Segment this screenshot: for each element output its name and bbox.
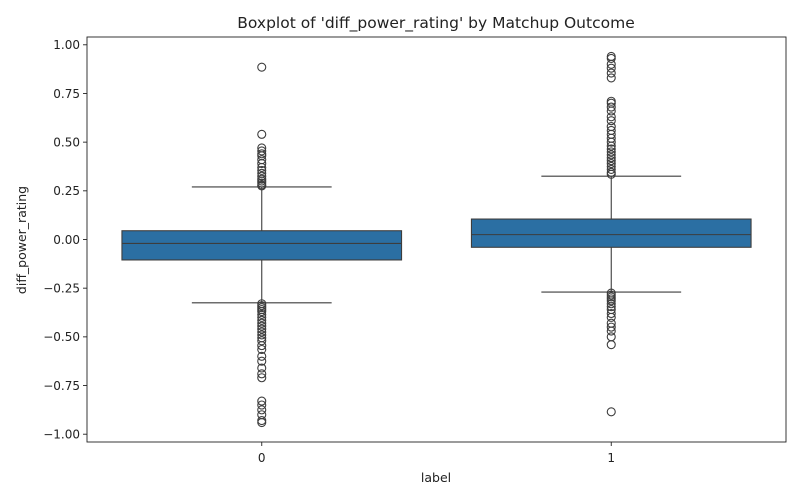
x-tick-label: 0 <box>258 451 266 465</box>
outlier-point <box>257 165 267 175</box>
outlier-point <box>606 116 616 126</box>
outlier-point <box>606 137 616 147</box>
outlier-point <box>257 181 267 191</box>
iqr-box-1 <box>470 218 752 248</box>
outlier-point <box>606 296 616 306</box>
outlier-point <box>257 312 267 322</box>
outlier-point <box>606 106 616 116</box>
iqr-box-0 <box>121 230 403 261</box>
outlier-point <box>257 327 267 337</box>
outlier-point <box>606 322 616 332</box>
outlier-point <box>257 363 267 373</box>
outlier-point <box>606 59 616 69</box>
outlier-point <box>606 332 616 342</box>
outlier-point <box>257 159 267 169</box>
outlier-point <box>606 308 616 319</box>
outlier-point <box>257 373 267 383</box>
outlier-point <box>606 312 616 322</box>
y-tick-label: −1.00 <box>43 428 80 442</box>
outlier-point <box>257 315 267 325</box>
outlier-point <box>257 321 267 331</box>
outlier-point <box>257 400 267 410</box>
outlier-point <box>606 147 616 157</box>
outlier-point <box>606 51 616 62</box>
y-tick-label: 0.75 <box>53 87 80 101</box>
outlier-point <box>257 405 267 415</box>
outlier-point <box>606 164 616 174</box>
outlier-point <box>606 302 616 312</box>
outlier-point <box>257 309 267 320</box>
outlier-point <box>257 171 267 181</box>
outlier-point <box>257 351 267 361</box>
outlier-point <box>257 330 267 340</box>
chart-title: Boxplot of 'diff_power_rating' by Matchu… <box>237 14 634 33</box>
outlier-point <box>257 336 267 346</box>
outlier-point <box>257 344 267 355</box>
outlier-point <box>606 112 616 122</box>
y-axis-label: diff_power_rating <box>14 186 29 294</box>
outlier-point <box>606 53 616 63</box>
y-tick-label: 0.00 <box>53 233 80 247</box>
outlier-point <box>606 156 616 166</box>
outlier-point <box>606 159 616 169</box>
y-tick-label: 0.25 <box>53 184 80 198</box>
outlier-point <box>606 340 616 350</box>
plot-area: 1.00 0.75 0.50 0.25 0.00 −0.25 −0.50 −0.75 −1.00… <box>43 36 787 465</box>
outlier-point <box>257 318 267 328</box>
axes-frame <box>86 36 787 443</box>
x-tick-label: 1 <box>607 451 615 465</box>
outlier-point <box>257 356 267 366</box>
outlier-point <box>257 62 267 72</box>
y-tick-label: −0.25 <box>43 281 80 295</box>
outlier-point <box>606 153 616 163</box>
y-tick-label: 1.00 <box>53 38 80 52</box>
outlier-point <box>606 169 616 179</box>
outlier-point <box>606 68 616 78</box>
outlier-point <box>257 129 267 139</box>
outlier-point <box>257 324 267 334</box>
outlier-point <box>257 396 267 406</box>
outlier-point <box>257 306 267 317</box>
outlier-point <box>257 146 267 156</box>
outlier-point <box>606 141 616 151</box>
outlier-point <box>606 150 616 160</box>
outlier-point <box>257 162 267 173</box>
outlier-point <box>606 326 616 336</box>
outlier-point <box>606 73 616 83</box>
outlier-point <box>606 63 616 73</box>
outlier-point <box>257 369 267 379</box>
outlier-point <box>257 341 267 351</box>
outlier-point <box>606 144 616 154</box>
y-tick-label: −0.75 <box>43 379 80 393</box>
outlier-point <box>606 102 616 112</box>
outlier-point <box>606 299 616 309</box>
outlier-point <box>257 416 267 426</box>
y-tick-label: −0.50 <box>43 330 80 344</box>
outlier-point <box>257 417 267 428</box>
y-tick-label: 0.50 <box>53 135 80 149</box>
outlier-point <box>606 407 616 417</box>
x-axis-label: label <box>421 470 451 485</box>
